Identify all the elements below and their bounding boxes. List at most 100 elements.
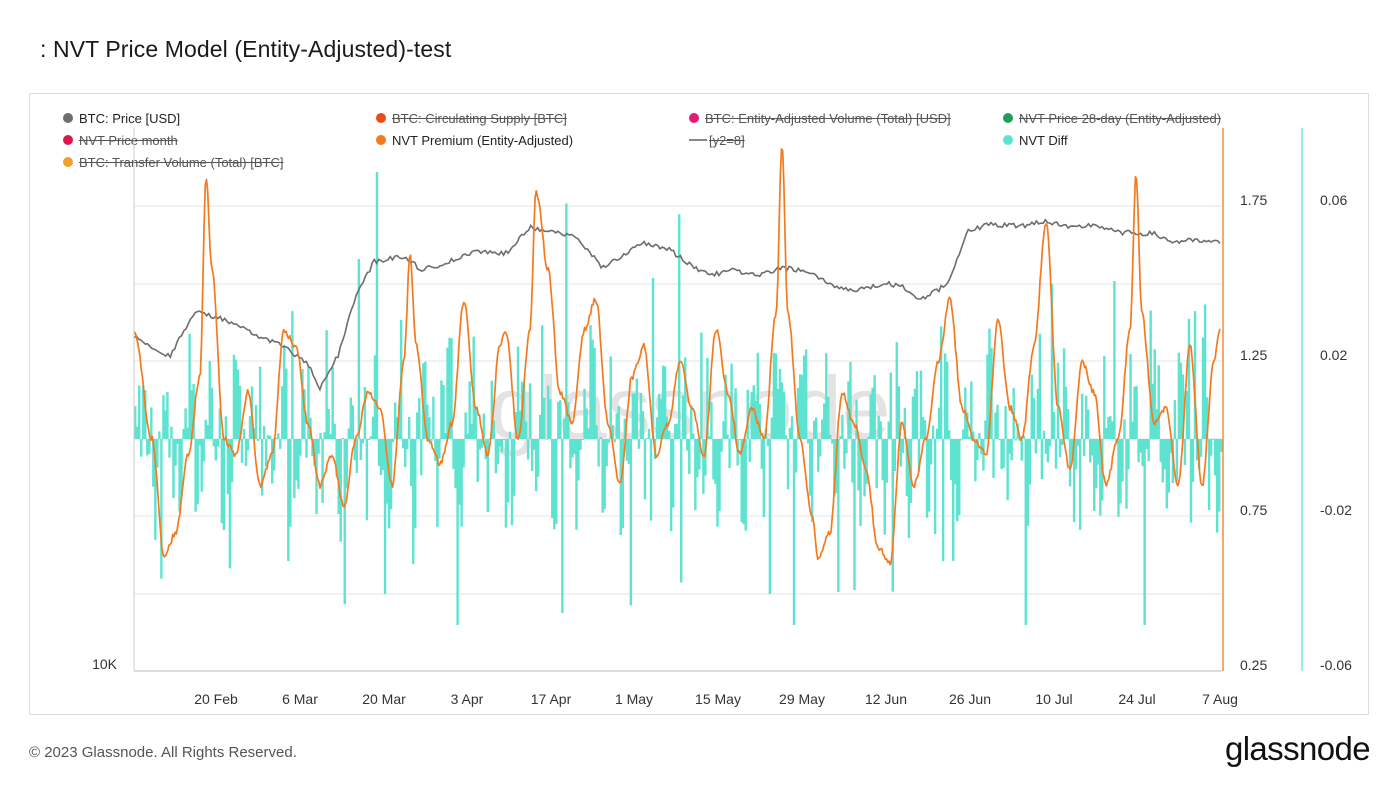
nvt-diff-bar [291, 311, 294, 440]
nvt-diff-bar [706, 357, 709, 439]
nvt-diff-bar [297, 439, 300, 489]
nvt-diff-bar [194, 439, 197, 512]
nvt-diff-bar [204, 419, 207, 439]
nvt-diff-bar [1036, 388, 1040, 439]
nvt-diff-bar [1215, 439, 1219, 533]
legend-item-0[interactable]: BTC: Price [USD] [63, 110, 180, 126]
nvt-diff-bar [1169, 439, 1173, 454]
nvt-diff-bar [553, 439, 556, 530]
nvt-diff-bar [295, 439, 298, 481]
nvt-diff-bar [678, 214, 681, 439]
nvt-diff-bar [160, 439, 163, 579]
nvt-diff-bar [526, 439, 530, 460]
nvt-diff-bar [480, 439, 483, 448]
nvt-diff-bar [611, 425, 614, 439]
nvt-diff-bar [271, 439, 274, 484]
nvt-diff-bar [752, 385, 755, 439]
nvt-diff-bar [337, 439, 340, 515]
nvt-diff-bar [420, 439, 423, 476]
nvt-diff-bar [933, 439, 937, 535]
x-tick-label: 26 Jun [949, 691, 991, 707]
nvt-diff-bar [1211, 438, 1215, 440]
nvt-diff-bar [264, 439, 268, 467]
nvt-diff-bar [1046, 439, 1050, 463]
nvt-diff-bar [307, 366, 310, 439]
nvt-diff-bar [180, 439, 183, 496]
nvt-diff-bar [1159, 439, 1162, 462]
legend-marker-6 [689, 139, 707, 141]
nvt-diff-bar [289, 439, 292, 527]
legend-item-1[interactable]: BTC: Circulating Supply [BTC] [376, 110, 567, 126]
x-tick-label: 29 May [779, 691, 825, 707]
nvt-diff-bar [393, 402, 397, 439]
x-tick-label: 17 Apr [531, 691, 572, 707]
nvt-diff-bar [857, 439, 860, 491]
nvt-diff-bar [1209, 439, 1213, 456]
nvt-diff-bar [466, 433, 469, 439]
legend-item-2[interactable]: BTC: Entity-Adjusted Volume (Total) [USD… [689, 110, 951, 126]
nvt-diff-bar [1133, 386, 1136, 439]
nvt-diff-bar [694, 439, 697, 511]
nvt-diff-bar [174, 439, 177, 466]
nvt-diff-bar [621, 439, 624, 529]
nvt-diff-bar [355, 439, 359, 473]
nvt-diff-bar [1056, 362, 1060, 439]
nvt-diff-bar [589, 324, 592, 439]
nvt-diff-bar [804, 349, 808, 439]
nvt-diff-bar [212, 439, 215, 447]
nvt-diff-bar [1089, 439, 1092, 463]
legend-item-8[interactable]: BTC: Transfer Volume (Total) [BTC] [63, 154, 283, 170]
nvt-diff-bar [486, 439, 489, 512]
nvt-diff-bar [549, 399, 552, 439]
nvt-diff-bar [543, 397, 546, 439]
nvt-diff-bar [424, 361, 427, 439]
nvt-diff-bar [599, 436, 602, 439]
nvt-diff-bar [1042, 430, 1046, 439]
nvt-diff-bar [643, 439, 647, 500]
nvt-diff-bar [698, 439, 701, 470]
chart-title: : NVT Price Model (Entity-Adjusted)-test [40, 36, 452, 62]
legend-label-7: NVT Diff [1019, 132, 1068, 148]
nvt-diff-bar [244, 439, 248, 467]
copyright-footer: © 2023 Glassnode. All Rights Reserved. [29, 744, 297, 761]
nvt-diff-bar [144, 389, 147, 439]
nvt-diff-bar [984, 420, 987, 439]
nvt-diff-bar [254, 405, 258, 439]
nvt-diff-bar [629, 439, 633, 606]
x-tick-label: 20 Mar [362, 691, 406, 707]
nvt-diff-bar [976, 439, 979, 460]
nvt-diff-bar [248, 416, 252, 439]
nvt-diff-bar [268, 435, 272, 439]
legend-item-5[interactable]: NVT Premium (Entity-Adjusted) [376, 132, 573, 148]
nvt-diff-bar [817, 439, 820, 472]
nvt-diff-bar [426, 404, 429, 439]
nvt-diff-bar [994, 412, 997, 439]
nvt-diff-bar [945, 361, 949, 439]
nvt-diff-bar [891, 439, 894, 592]
nvt-diff-bar [1193, 311, 1197, 440]
nvt-diff-bar [434, 439, 437, 462]
nvt-diff-bar [305, 439, 308, 458]
nvt-diff-bar [387, 439, 391, 529]
nvt-diff-bar [490, 380, 494, 439]
legend-item-3[interactable]: NVT Price 28-day (Entity-Adjusted) [1003, 110, 1221, 126]
nvt-diff-bar [154, 439, 157, 540]
nvt-diff-bar [625, 439, 629, 461]
nvt-diff-bar [186, 427, 189, 439]
right-axis-2-tick-label: -0.06 [1320, 657, 1352, 673]
legend-item-7[interactable]: NVT Diff [1003, 132, 1068, 148]
nvt-diff-bar [1068, 439, 1072, 487]
nvt-diff-bar [168, 439, 171, 458]
nvt-diff-bar [1034, 439, 1038, 454]
nvt-diff-bar [303, 389, 306, 439]
legend-item-6[interactable]: [y2=8] [689, 132, 745, 148]
nvt-diff-bar [1207, 439, 1211, 510]
legend-item-4[interactable]: NVT Price month [63, 132, 178, 148]
nvt-diff-bar [583, 388, 586, 439]
nvt-diff-bar [645, 438, 649, 440]
legend-marker-8 [63, 157, 73, 167]
nvt-diff-bar [351, 405, 355, 439]
nvt-diff-bar [758, 403, 761, 439]
nvt-diff-bar [859, 439, 862, 526]
nvt-diff-bar [1113, 281, 1116, 439]
